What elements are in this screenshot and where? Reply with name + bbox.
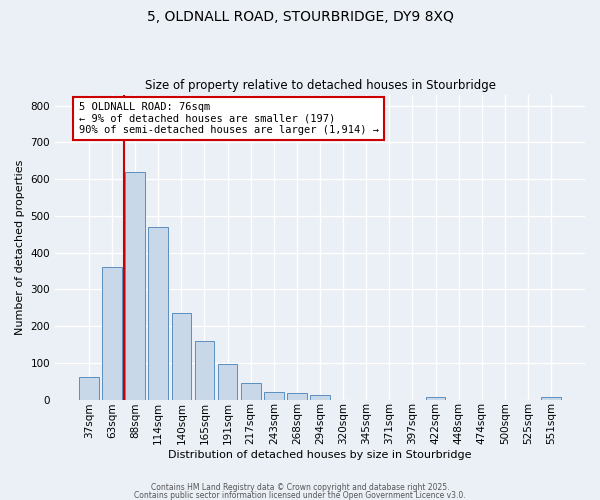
Bar — [287, 393, 307, 400]
Text: 5, OLDNALL ROAD, STOURBRIDGE, DY9 8XQ: 5, OLDNALL ROAD, STOURBRIDGE, DY9 8XQ — [146, 10, 454, 24]
Bar — [241, 382, 260, 400]
Bar — [426, 398, 445, 400]
Bar — [79, 378, 99, 400]
X-axis label: Distribution of detached houses by size in Stourbridge: Distribution of detached houses by size … — [168, 450, 472, 460]
Bar — [194, 340, 214, 400]
Bar — [172, 313, 191, 400]
Title: Size of property relative to detached houses in Stourbridge: Size of property relative to detached ho… — [145, 79, 496, 92]
Text: Contains HM Land Registry data © Crown copyright and database right 2025.: Contains HM Land Registry data © Crown c… — [151, 484, 449, 492]
Bar — [218, 364, 238, 400]
Bar — [125, 172, 145, 400]
Text: Contains public sector information licensed under the Open Government Licence v3: Contains public sector information licen… — [134, 490, 466, 500]
Bar — [148, 227, 168, 400]
Bar — [541, 398, 561, 400]
Bar — [264, 392, 284, 400]
Bar — [102, 268, 122, 400]
Text: 5 OLDNALL ROAD: 76sqm
← 9% of detached houses are smaller (197)
90% of semi-deta: 5 OLDNALL ROAD: 76sqm ← 9% of detached h… — [79, 102, 379, 135]
Y-axis label: Number of detached properties: Number of detached properties — [15, 160, 25, 334]
Bar — [310, 395, 330, 400]
